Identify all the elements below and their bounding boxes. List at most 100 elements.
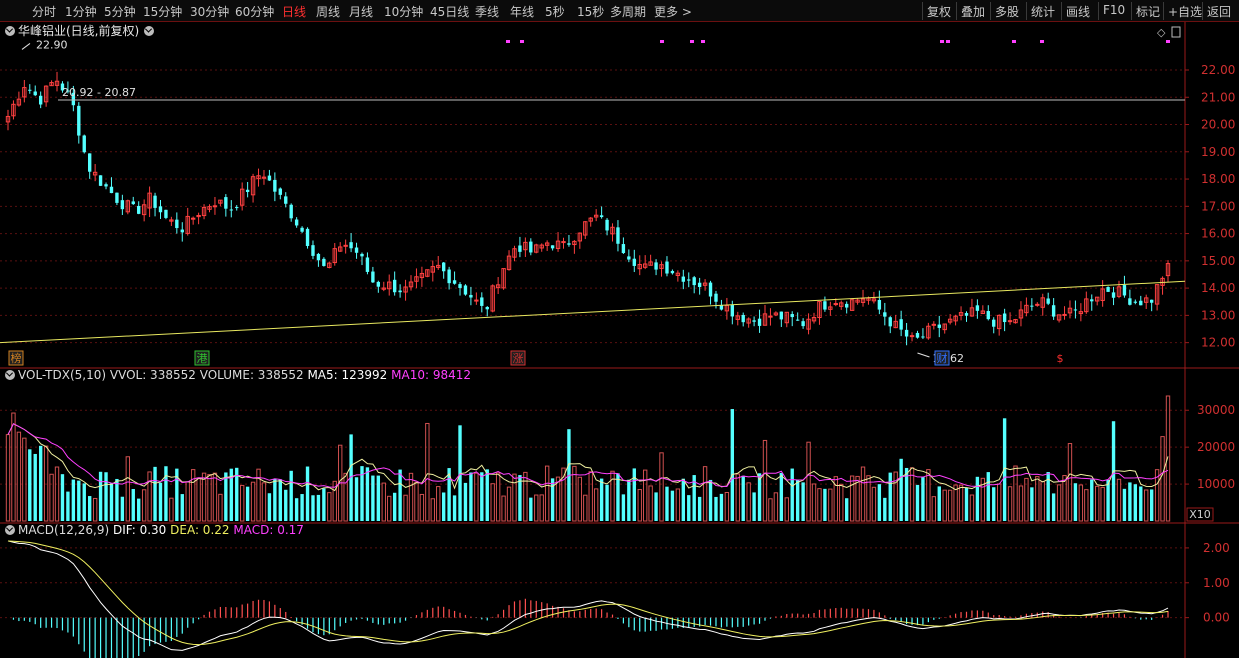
period-tab[interactable]: 多周期 bbox=[610, 5, 647, 19]
period-tab[interactable]: 60分钟 bbox=[235, 5, 275, 19]
candle-down bbox=[518, 245, 522, 252]
period-tab[interactable]: 10分钟 bbox=[384, 5, 424, 19]
period-tab[interactable]: 分时 bbox=[32, 5, 57, 19]
toolbar-action-button[interactable]: +自选 bbox=[1168, 5, 1203, 19]
period-tab[interactable]: 季线 bbox=[475, 5, 500, 19]
panel-icon bbox=[1171, 26, 1181, 38]
chevron-down-icon[interactable] bbox=[5, 26, 15, 36]
low-pointer bbox=[917, 352, 930, 358]
candle-up bbox=[555, 240, 561, 249]
candle-up bbox=[659, 264, 664, 269]
candle-up bbox=[338, 246, 343, 252]
candle-down bbox=[365, 257, 370, 272]
volume-bar bbox=[942, 489, 947, 522]
volume-bar bbox=[261, 482, 267, 522]
toolbar-action-button[interactable]: F10 bbox=[1103, 3, 1126, 17]
volume-bar bbox=[773, 492, 779, 522]
volume-bar bbox=[408, 472, 414, 522]
volume-bar bbox=[66, 491, 70, 521]
candle-down bbox=[1046, 298, 1050, 304]
volume-bar bbox=[833, 476, 838, 522]
candle-up bbox=[16, 98, 22, 106]
candle-up bbox=[1084, 298, 1089, 313]
volume-bar bbox=[11, 412, 16, 522]
volume-bar bbox=[376, 475, 381, 521]
candle-up bbox=[811, 316, 817, 322]
candle-up bbox=[942, 323, 947, 331]
candle-up bbox=[5, 115, 11, 123]
candle-up bbox=[43, 85, 49, 103]
candle-down bbox=[458, 284, 462, 288]
event-marker-box bbox=[510, 350, 526, 366]
settings-toggle-icon[interactable] bbox=[144, 26, 155, 36]
volume-bar bbox=[218, 493, 223, 522]
volume-bar bbox=[648, 485, 653, 522]
candle-down bbox=[120, 200, 125, 210]
high-label: 22.90 bbox=[36, 38, 68, 51]
toolbar-divider bbox=[922, 2, 923, 20]
unit-label: X10 bbox=[1189, 508, 1211, 521]
period-tab[interactable]: 年线 bbox=[510, 5, 535, 19]
toolbar-action-button[interactable]: 画线 bbox=[1066, 5, 1091, 19]
candle-up bbox=[327, 262, 332, 268]
volume-bar bbox=[371, 475, 375, 521]
period-tab[interactable]: 周线 bbox=[316, 5, 341, 19]
volume-bar bbox=[1160, 436, 1165, 522]
volume-bar bbox=[480, 472, 484, 521]
candle-up bbox=[1062, 313, 1067, 316]
volume-bar bbox=[419, 493, 425, 522]
volume-bar bbox=[779, 472, 784, 521]
candle-down bbox=[779, 311, 784, 320]
toolbar-action-button[interactable]: 复权 bbox=[927, 5, 952, 19]
toolbar-action-button[interactable]: 标记 bbox=[1136, 5, 1161, 19]
volume-bar bbox=[273, 479, 277, 521]
candle-down bbox=[654, 262, 658, 270]
volume-bar bbox=[463, 482, 468, 521]
toolbar-action-button[interactable]: 统计 bbox=[1031, 5, 1056, 19]
volume-bar bbox=[153, 466, 157, 521]
ma5-value: MA5: 123992 bbox=[307, 368, 388, 382]
volume-bar bbox=[681, 478, 685, 521]
volume-bar bbox=[164, 466, 168, 521]
period-tab[interactable]: 15秒 bbox=[577, 5, 605, 19]
candle-up bbox=[871, 298, 877, 302]
toolbar-action-button[interactable]: 叠加 bbox=[961, 5, 986, 19]
volume-bar bbox=[621, 494, 626, 521]
candle-down bbox=[28, 89, 32, 91]
candle-down bbox=[447, 269, 451, 284]
volume-bar bbox=[49, 473, 54, 522]
toolbar-action-button[interactable]: 返回 bbox=[1207, 5, 1232, 19]
volume-bar bbox=[708, 479, 713, 521]
candle-up bbox=[506, 255, 512, 271]
volume-bar bbox=[452, 495, 457, 521]
candle-up bbox=[828, 306, 833, 310]
candle-down bbox=[38, 95, 43, 105]
volume-bar bbox=[28, 449, 32, 521]
volume-bar bbox=[583, 494, 588, 522]
volume-bar bbox=[327, 492, 332, 522]
period-tab[interactable]: 日线 bbox=[282, 5, 307, 19]
period-tab[interactable]: 更多 > bbox=[654, 5, 692, 19]
period-tab[interactable]: 15分钟 bbox=[143, 5, 183, 19]
event-marker-box bbox=[194, 350, 210, 366]
toolbar-action-button[interactable]: 多股 bbox=[995, 5, 1020, 19]
candle-up bbox=[490, 285, 495, 312]
stock-chart[interactable]: 12.00 13.00 14.00 15.00 16.00 17.00 18.00 19.00… bbox=[0, 22, 1239, 658]
volume-bar bbox=[1139, 486, 1143, 521]
candle-up bbox=[501, 268, 506, 289]
period-tab[interactable]: 45日线 bbox=[430, 5, 470, 19]
candle-up bbox=[866, 297, 871, 301]
candle-up bbox=[610, 226, 615, 235]
period-tab[interactable]: 5分钟 bbox=[104, 5, 136, 19]
volume-bar bbox=[332, 480, 337, 522]
chevron-down-icon[interactable] bbox=[5, 525, 15, 535]
chevron-down-icon[interactable] bbox=[5, 370, 15, 380]
volume-bar bbox=[697, 496, 702, 521]
candle-up bbox=[577, 232, 583, 242]
period-tab[interactable]: 30分钟 bbox=[190, 5, 230, 19]
period-tab[interactable]: 1分钟 bbox=[65, 5, 97, 19]
period-tab[interactable]: 5秒 bbox=[545, 5, 565, 19]
toolbar-divider bbox=[990, 2, 991, 20]
period-tab[interactable]: 月线 bbox=[349, 5, 374, 19]
volume-bar bbox=[1051, 493, 1056, 521]
